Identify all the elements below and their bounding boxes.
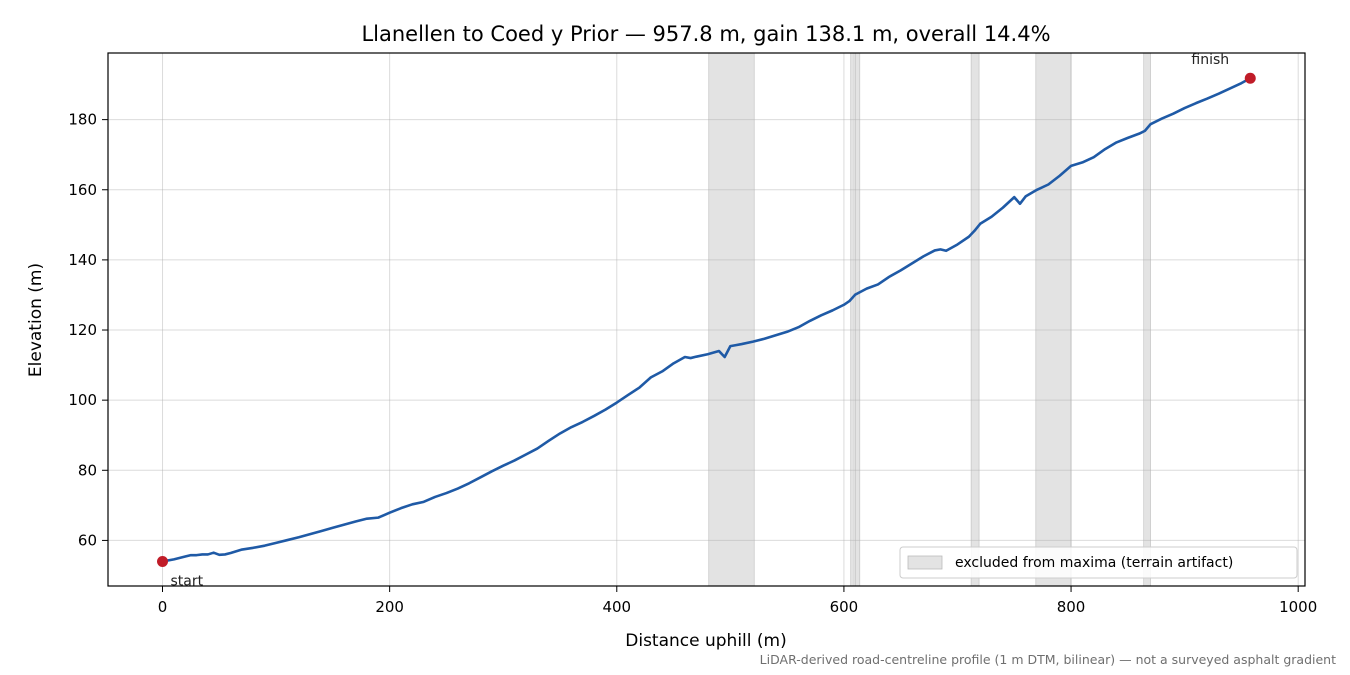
finish-marker xyxy=(1244,72,1256,84)
excluded-band-2 xyxy=(854,52,861,587)
excluded-bands xyxy=(708,52,1151,587)
x-tick-label-800: 800 xyxy=(1057,598,1086,616)
x-tick-label-400: 400 xyxy=(602,598,631,616)
x-tick-label-1000: 1000 xyxy=(1279,598,1317,616)
excluded-band-4 xyxy=(1035,52,1072,587)
legend: excluded from maxima (terrain artifact) xyxy=(899,546,1298,579)
start-marker xyxy=(157,555,169,567)
legend-swatch xyxy=(907,555,943,570)
y-tick-label-100: 100 xyxy=(68,391,97,409)
x-axis-ticks: 0 200 400 600 800 1000 xyxy=(158,586,1317,616)
footnote: LiDAR-derived road-centreline profile (1… xyxy=(760,652,1336,667)
y-tick-label-60: 60 xyxy=(78,531,97,549)
legend-entry-excluded: excluded from maxima (terrain artifact) xyxy=(955,555,1233,571)
chart-title: Llanellen to Coed y Prior — 957.8 m, gai… xyxy=(361,22,1050,46)
start-label: start xyxy=(171,573,204,589)
plot-frame xyxy=(107,52,1306,587)
finish-label: finish xyxy=(1191,52,1229,68)
x-tick-label-600: 600 xyxy=(830,598,859,616)
y-axis-label: Elevation (m) xyxy=(26,263,46,377)
y-tick-label-80: 80 xyxy=(78,461,97,479)
excluded-band-3 xyxy=(970,52,980,587)
excluded-band-5 xyxy=(1143,52,1151,587)
gridlines xyxy=(108,53,1305,586)
y-tick-label-160: 160 xyxy=(68,181,97,199)
y-tick-label-120: 120 xyxy=(68,321,97,339)
x-tick-label-0: 0 xyxy=(158,598,168,616)
y-tick-label-180: 180 xyxy=(68,111,97,129)
legend-box xyxy=(899,546,1298,579)
elevation-line xyxy=(161,76,1252,563)
y-axis-ticks: 60 80 100 120 140 160 180 xyxy=(68,111,108,549)
excluded-band-1 xyxy=(850,52,855,587)
x-tick-label-200: 200 xyxy=(375,598,404,616)
excluded-band-0 xyxy=(708,52,755,587)
y-tick-label-140: 140 xyxy=(68,251,97,269)
x-axis-label: Distance uphill (m) xyxy=(625,631,786,651)
